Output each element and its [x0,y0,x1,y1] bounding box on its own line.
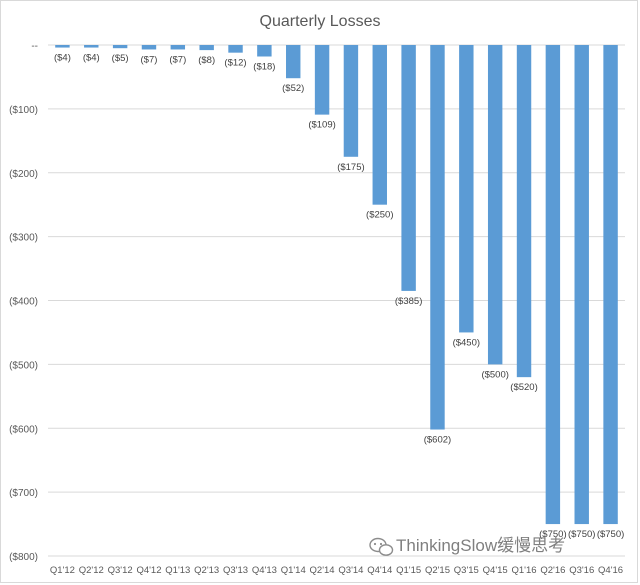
data-label: ($750) [539,529,566,540]
bar [545,45,561,525]
x-tick-label: Q1'14 [281,565,306,576]
data-label: ($109) [308,120,335,131]
x-tick-label: Q4'15 [483,565,508,576]
data-labels: ($4) ($4) ($5) ($7) ($7) ($8) ($12) ($18) ($52) (… [54,53,624,541]
data-label: ($750) [597,529,624,540]
x-tick-label: Q2'15 [425,565,450,576]
bar [55,45,70,48]
y-axis-ticks: -- ($100) ($200) ($300) ($400) ($500) ($600) ($… [9,41,38,563]
data-label: ($7) [141,54,158,65]
bars [55,45,618,525]
bar [112,45,128,49]
bar [574,45,589,525]
bar [141,45,157,50]
y-tick-label: ($600) [9,424,38,435]
x-tick-label: Q3'12 [108,565,133,576]
bar [343,45,359,157]
x-tick-label: Q3'14 [338,565,363,576]
data-label: ($18) [253,61,275,72]
x-tick-label: Q2'14 [310,565,335,576]
watermark: ThinkingSlow缓慢思考 [369,535,565,556]
bar [84,45,99,48]
x-tick-label: Q4'13 [252,565,277,576]
data-label: ($4) [83,53,100,64]
bar [430,45,445,430]
y-tick-label: ($400) [9,297,38,308]
bar [401,45,416,291]
x-tick-label: Q1'13 [165,565,190,576]
x-tick-label: Q2'13 [194,565,219,576]
x-tick-label: Q1'15 [396,565,421,576]
bar [199,45,214,51]
y-tick-label: ($200) [9,169,38,180]
y-tick-label: -- [31,41,38,52]
watermark-text: ThinkingSlow缓慢思考 [396,535,565,555]
x-tick-label: Q4'12 [136,565,161,576]
data-label: ($8) [198,55,215,66]
bar [314,45,330,115]
x-tick-label: Q2'16 [540,565,565,576]
y-tick-label: ($100) [9,105,38,116]
data-label: ($7) [169,54,186,65]
data-label: ($250) [366,210,393,221]
data-label: ($5) [112,53,129,64]
x-tick-label: Q3'15 [454,565,479,576]
x-tick-label: Q3'16 [569,565,594,576]
data-label: ($12) [224,58,246,69]
x-tick-label: Q1'12 [50,565,75,576]
data-label: ($385) [395,296,422,307]
data-label: ($52) [282,83,304,94]
y-tick-label: ($300) [9,233,38,244]
bar [170,45,186,50]
x-tick-label: Q4'14 [367,565,392,576]
data-label: ($520) [510,382,537,393]
y-tick-label: ($800) [9,552,38,563]
bar [603,45,618,525]
data-label: ($602) [424,435,451,446]
bar [286,45,301,79]
chart-title: Quarterly Losses [260,13,381,30]
wechat-icon [369,537,394,556]
gridlines [48,44,625,557]
y-tick-label: ($500) [9,360,38,371]
data-label: ($450) [453,337,480,348]
bar [487,45,503,365]
y-tick-label: ($700) [9,488,38,499]
bar [257,45,272,57]
x-axis-ticks: Q1'12 Q2'12 Q3'12 Q4'12 Q1'13 Q2'13 Q3'13 Q4'13… [50,565,623,576]
bar [372,45,387,205]
x-tick-label: Q2'12 [79,565,104,576]
data-label: ($750) [568,529,595,540]
data-label: ($175) [337,162,364,173]
bar [459,45,474,333]
bar [516,45,532,378]
x-tick-label: Q1'16 [511,565,536,576]
bar [228,45,243,53]
x-tick-label: Q4'16 [598,565,623,576]
x-tick-label: Q3'13 [223,565,248,576]
data-label: ($500) [481,369,508,380]
data-label: ($4) [54,53,71,64]
